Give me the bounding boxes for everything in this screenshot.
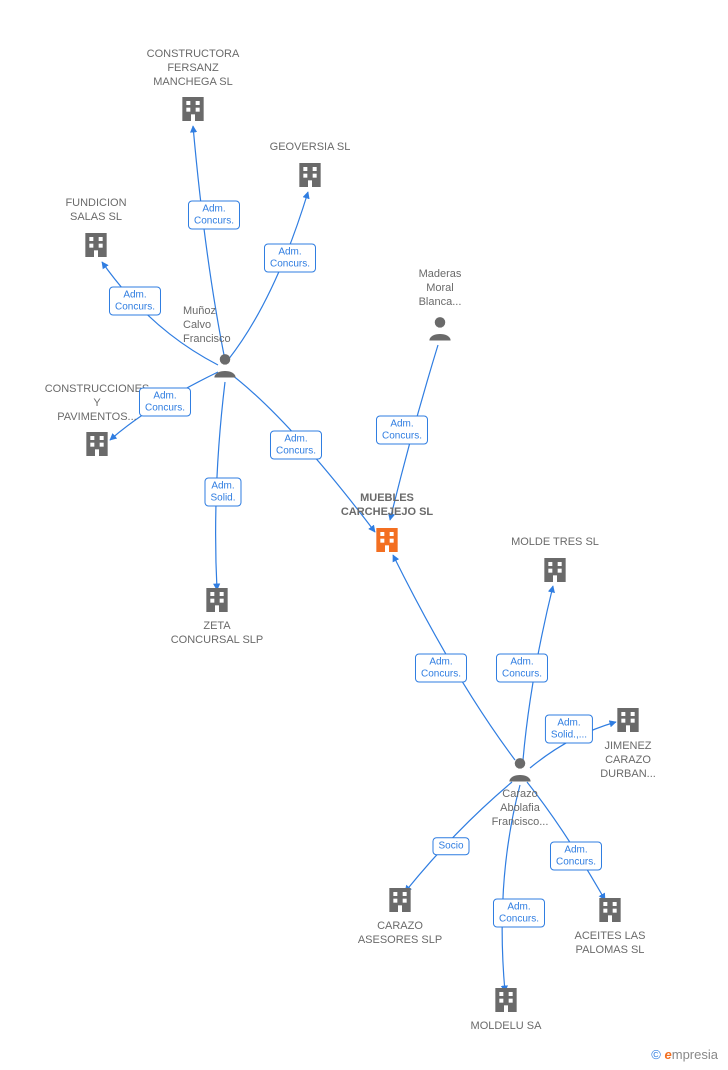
node-maderas[interactable]: MaderasMoralBlanca... — [380, 268, 500, 343]
building-icon — [250, 159, 370, 191]
node-label: GEOVERSIA SL — [250, 141, 370, 155]
node-label: MOLDE TRES SL — [495, 536, 615, 550]
node-munoz[interactable]: MuñozCalvoFrancisco — [165, 305, 285, 380]
edge-label-munoz-construcciones: Adm.Concurs. — [139, 388, 191, 417]
building-icon — [340, 884, 460, 916]
node-geoversia[interactable]: GEOVERSIA SL — [250, 141, 370, 191]
edge-label-munoz-geoversia: Adm.Concurs. — [264, 244, 316, 273]
edge-label-munoz-fundicion: Adm.Concurs. — [109, 287, 161, 316]
node-zeta[interactable]: ZETACONCURSAL SLP — [157, 584, 277, 648]
edge-label-maderas-muebles: Adm.Concurs. — [376, 416, 428, 445]
edge-label-carazo_person-aceites: Adm.Concurs. — [550, 842, 602, 871]
copyright-symbol: © — [651, 1047, 661, 1062]
building-icon — [446, 984, 566, 1016]
node-label: CarazoAbolafiaFrancisco... — [460, 788, 580, 829]
building-icon — [327, 524, 447, 556]
node-label: FUNDICIONSALAS SL — [36, 197, 156, 225]
node-fundicion[interactable]: FUNDICIONSALAS SL — [36, 197, 156, 261]
person-icon — [460, 754, 580, 784]
building-icon — [37, 428, 157, 460]
node-carazo_person[interactable]: CarazoAbolafiaFrancisco... — [460, 754, 580, 829]
node-carazo_ases[interactable]: CARAZOASESORES SLP — [340, 884, 460, 948]
building-icon — [36, 229, 156, 261]
edge-label-carazo_person-jimenez: Adm.Solid.,... — [545, 715, 593, 744]
edge-label-munoz-zeta: Adm.Solid. — [204, 478, 241, 507]
edge-label-carazo_person-moldelu: Adm.Concurs. — [493, 899, 545, 928]
edge-label-carazo_person-muebles: Adm.Concurs. — [415, 654, 467, 683]
node-label: CONSTRUCTORAFERSANZMANCHEGA SL — [133, 48, 253, 89]
edge-label-munoz-muebles: Adm.Concurs. — [270, 431, 322, 460]
edge-label-munoz-constructora: Adm.Concurs. — [188, 201, 240, 230]
building-icon — [550, 894, 670, 926]
node-moldelu[interactable]: MOLDELU SA — [446, 984, 566, 1034]
node-aceites[interactable]: ACEITES LASPALOMAS SL — [550, 894, 670, 958]
node-constructora[interactable]: CONSTRUCTORAFERSANZMANCHEGA SL — [133, 48, 253, 125]
node-label: MOLDELU SA — [446, 1020, 566, 1034]
node-label: ZETACONCURSAL SLP — [157, 620, 277, 648]
node-label: JIMENEZCARAZODURBAN... — [568, 740, 688, 781]
node-label: MUEBLESCARCHEJEJO SL — [327, 492, 447, 520]
building-icon — [133, 93, 253, 125]
footer-credit: © empresia — [651, 1047, 718, 1062]
brand-rest: mpresia — [672, 1047, 718, 1062]
person-icon — [380, 313, 500, 343]
node-moldetres[interactable]: MOLDE TRES SL — [495, 536, 615, 586]
building-icon — [495, 554, 615, 586]
node-label: MaderasMoralBlanca... — [380, 268, 500, 309]
node-label: CARAZOASESORES SLP — [340, 920, 460, 948]
edge-label-carazo_person-moldetres: Adm.Concurs. — [496, 654, 548, 683]
node-label: ACEITES LASPALOMAS SL — [550, 930, 670, 958]
node-muebles[interactable]: MUEBLESCARCHEJEJO SL — [327, 492, 447, 556]
building-icon — [157, 584, 277, 616]
person-icon — [165, 350, 285, 380]
node-label: MuñozCalvoFrancisco — [183, 305, 285, 346]
edge-label-carazo_person-carazo_ases: Socio — [432, 837, 469, 855]
brand-first-letter: e — [665, 1047, 672, 1062]
